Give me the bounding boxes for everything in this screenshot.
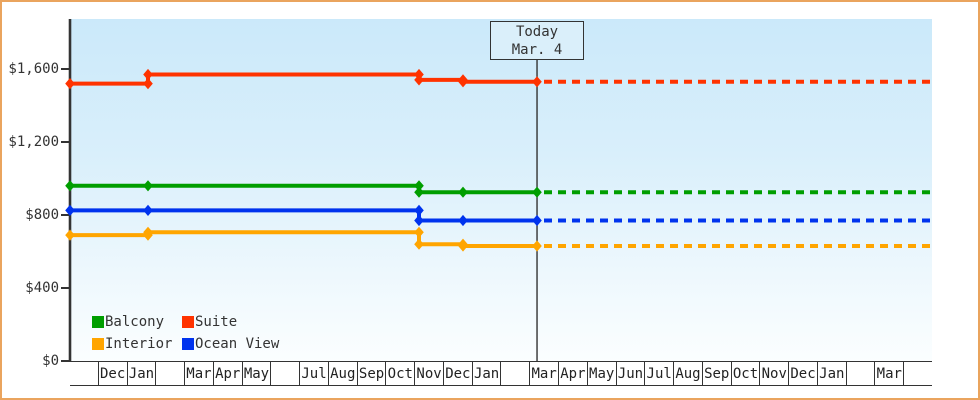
month-label-cell: Jul	[299, 362, 328, 385]
month-label-cell: Oct	[730, 362, 760, 385]
month-label-cell: Jan	[816, 362, 846, 385]
legend-swatch-icon	[92, 316, 104, 328]
month-label-cell: Nov	[414, 362, 443, 385]
month-label-cell: Dec	[788, 362, 817, 385]
month-label-cell: Dec	[442, 362, 472, 385]
month-label-cell: Aug	[327, 362, 357, 385]
data-point-diamond	[414, 226, 424, 238]
data-point-diamond	[414, 74, 424, 86]
month-label-cell: May	[586, 362, 616, 385]
legend-label: Interior	[105, 336, 173, 352]
month-label-cell: Mar	[529, 362, 558, 385]
data-point-diamond	[458, 76, 468, 88]
month-label-cell	[500, 362, 529, 385]
month-label-cell: Jan	[126, 362, 156, 385]
data-point-diamond	[65, 229, 75, 241]
legend-row: Balcony Suite	[92, 311, 279, 333]
legend-label: Suite	[195, 314, 238, 330]
data-point-diamond	[532, 240, 542, 252]
legend-item-ocean-view: Ocean View	[182, 336, 279, 352]
data-point-diamond	[414, 214, 424, 227]
data-point-diamond	[414, 180, 424, 192]
data-point-diamond	[458, 186, 468, 198]
legend-swatch-icon	[182, 316, 194, 328]
legend-row: Interior Ocean View	[92, 333, 279, 355]
legend-item-balcony: Balcony	[92, 314, 182, 330]
data-point-diamond	[65, 78, 75, 90]
data-point-diamond	[143, 226, 153, 238]
data-point-diamond	[143, 204, 153, 216]
legend-swatch-icon	[92, 338, 104, 350]
data-point-diamond	[65, 204, 75, 216]
data-point-diamond	[65, 180, 75, 192]
today-marker-box: Today Mar. 4	[490, 21, 585, 60]
month-label-cell: Jan	[471, 362, 501, 385]
y-axis-tick-label: $0	[42, 353, 59, 369]
y-axis-tick-label: $1,600	[8, 61, 59, 77]
month-label-cell: Aug	[673, 362, 702, 385]
month-label-cell	[70, 362, 98, 385]
legend-label: Ocean View	[195, 336, 280, 352]
month-label-cell: Apr	[212, 362, 242, 385]
month-label-cell	[903, 362, 932, 385]
month-label-cell	[270, 362, 299, 385]
data-point-diamond	[414, 186, 424, 198]
legend-label: Balcony	[105, 314, 165, 330]
month-label-cell: May	[241, 362, 271, 385]
data-point-diamond	[414, 238, 424, 250]
legend-item-suite: Suite	[182, 314, 279, 330]
data-point-diamond	[532, 76, 542, 88]
y-axis-tick-label: $1,200	[8, 134, 59, 150]
month-label-cell	[155, 362, 184, 385]
legend: Balcony Suite Interior Ocean View	[92, 311, 279, 355]
x-axis-month-row: Dec Jan Mar Apr May Jul Aug Sep Oct Nov Dec Jan Mar A…	[70, 361, 932, 386]
month-label-cell: Nov	[759, 362, 788, 385]
month-label-cell: Sep	[356, 362, 386, 385]
data-point-diamond	[532, 214, 542, 227]
data-point-diamond	[143, 180, 153, 192]
month-label-cell: Jul	[644, 362, 673, 385]
month-label-cell: Apr	[558, 362, 587, 385]
series-line	[70, 208, 537, 223]
today-label: Today	[515, 23, 559, 40]
data-point-diamond	[532, 186, 542, 198]
legend-swatch-icon	[182, 338, 194, 350]
data-point-diamond	[143, 78, 153, 90]
y-axis-tick-label: $400	[25, 280, 59, 296]
y-axis-tick-label: $800	[25, 207, 59, 223]
month-label-cell: Mar	[874, 362, 903, 385]
data-point-diamond	[414, 204, 424, 216]
month-label-cell	[845, 362, 875, 385]
month-label-cell: Mar	[184, 362, 213, 385]
legend-item-interior: Interior	[92, 336, 182, 352]
data-point-diamond	[143, 68, 153, 81]
month-label-cell: Jun	[615, 362, 645, 385]
month-label-cell: Oct	[385, 362, 414, 385]
data-point-diamond	[458, 240, 468, 252]
month-label-cell: Dec	[97, 362, 127, 385]
today-date-label: Mar. 4	[511, 41, 563, 58]
data-point-diamond	[458, 214, 468, 227]
month-label-cell: Sep	[701, 362, 731, 385]
